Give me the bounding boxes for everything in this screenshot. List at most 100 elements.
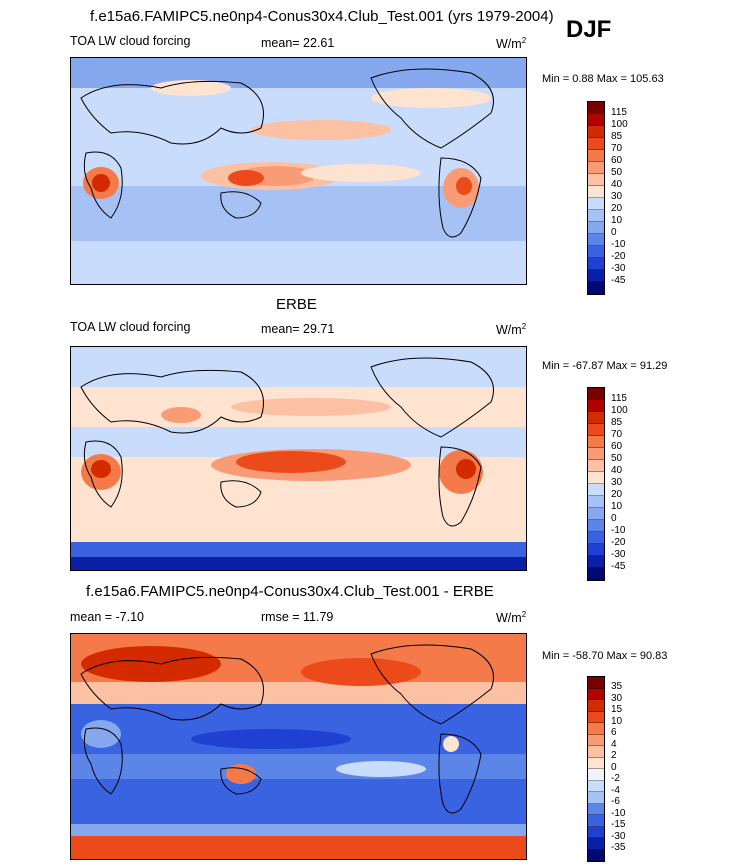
panel3-colorbar-bin bbox=[588, 757, 604, 769]
colorbar-tick-label: 10 bbox=[611, 501, 623, 512]
panel1-colorbar-bin bbox=[588, 282, 604, 294]
colorbar-tick-label: 70 bbox=[611, 429, 623, 440]
panel2-colorbar-bin bbox=[588, 448, 604, 460]
panel3-colorbar-bin bbox=[588, 711, 604, 723]
colorbar-tick-label: 85 bbox=[611, 131, 623, 142]
colorbar-tick-label: 60 bbox=[611, 155, 623, 166]
season-label: DJF bbox=[566, 16, 612, 43]
panel2-colorbar-bin bbox=[588, 388, 604, 400]
panel2-minmax: Min = -67.87 Max = 91.29 bbox=[542, 360, 668, 372]
panel1-colorbar-bin bbox=[588, 114, 604, 126]
colorbar-tick-label: 30 bbox=[611, 477, 623, 488]
panel2-colorbar-bin bbox=[588, 436, 604, 448]
colorbar-tick-label: 100 bbox=[611, 119, 628, 130]
colorbar-tick-label: 70 bbox=[611, 143, 623, 154]
panel2-units: W/m2 bbox=[496, 322, 527, 338]
panel2-field-label: TOA LW cloud forcing bbox=[70, 320, 191, 334]
panel1-colorbar-bin bbox=[588, 258, 604, 270]
panel3-colorbar-bin bbox=[588, 746, 604, 758]
panel2-colorbar-labels: 115 100 85 70 60 50 40 30 20 10 0 -10 -2… bbox=[611, 387, 651, 579]
panel1-map bbox=[70, 57, 527, 285]
panel2-colorbar-bin bbox=[588, 412, 604, 424]
panel3-colorbar-bin bbox=[588, 677, 604, 689]
panel3-colorbar-bin bbox=[588, 734, 604, 746]
panel1-colorbar-bin bbox=[588, 198, 604, 210]
panel2-colorbar-bin bbox=[588, 532, 604, 544]
panel1-colorbar-bin bbox=[588, 234, 604, 246]
panel3-colorbar-labels: 35 30 15 10 6 4 2 0 -2 -4 -6 -10 -15 -30… bbox=[611, 676, 651, 866]
panel3-colorbar-bin bbox=[588, 815, 604, 827]
colorbar-tick-label: -4 bbox=[611, 784, 620, 796]
colorbar-tick-label: 0 bbox=[611, 761, 617, 773]
colorbar-tick-label: 35 bbox=[611, 681, 623, 692]
panel2-colorbar-bin bbox=[588, 484, 604, 496]
colorbar-tick-label: -10 bbox=[611, 239, 626, 250]
panel1-colorbar-bin bbox=[588, 246, 604, 258]
panel2-map bbox=[70, 346, 527, 571]
colorbar-tick-label: 20 bbox=[611, 489, 623, 500]
panel3-colorbar bbox=[587, 676, 605, 862]
panel1-colorbar-bin bbox=[588, 162, 604, 174]
panel3-rmse: rmse = 11.79 bbox=[261, 610, 334, 624]
panel2-colorbar-bin bbox=[588, 508, 604, 520]
panel1-colorbar-bin bbox=[588, 150, 604, 162]
panel1-field-label: TOA LW cloud forcing bbox=[70, 34, 191, 48]
panel1-units: W/m2 bbox=[496, 36, 527, 52]
panel3-units: W/m2 bbox=[496, 610, 527, 626]
panel3-colorbar-bin bbox=[588, 769, 604, 781]
colorbar-tick-label: 15 bbox=[611, 704, 623, 715]
colorbar-tick-label: -30 bbox=[611, 549, 626, 560]
panel3-colorbar-bin bbox=[588, 780, 604, 792]
colorbar-tick-label: -6 bbox=[611, 796, 620, 807]
panel3-title: f.e15a6.FAMIPC5.ne0np4-Conus30x4.Club_Te… bbox=[86, 583, 494, 600]
panel1-mean: mean= 22.61 bbox=[261, 36, 335, 50]
panel1-colorbar bbox=[587, 101, 605, 295]
panel3-colorbar-bin bbox=[588, 826, 604, 838]
colorbar-tick-label: 115 bbox=[611, 107, 627, 118]
colorbar-tick-label: 50 bbox=[611, 167, 623, 178]
panel2-mean: mean= 29.71 bbox=[261, 322, 335, 336]
panel3-colorbar-bin bbox=[588, 838, 604, 850]
panel1-colorbar-labels: 115 100 85 70 60 50 40 30 20 10 0 -10 -2… bbox=[611, 101, 651, 293]
panel2-colorbar-bin bbox=[588, 400, 604, 412]
colorbar-tick-label: -30 bbox=[611, 830, 626, 842]
colorbar-tick-label: 0 bbox=[611, 227, 617, 238]
colorbar-tick-label: 60 bbox=[611, 441, 623, 452]
panel2-colorbar bbox=[587, 387, 605, 581]
panel1-colorbar-bin bbox=[588, 210, 604, 222]
colorbar-tick-label: 20 bbox=[611, 203, 623, 214]
colorbar-tick-label: -20 bbox=[611, 251, 626, 262]
panel3-colorbar-bin bbox=[588, 688, 604, 700]
panel2-map-graphic bbox=[71, 347, 526, 570]
panel2-colorbar-bin bbox=[588, 520, 604, 532]
panel3-colorbar-bin bbox=[588, 803, 604, 815]
panel3-map bbox=[70, 633, 527, 860]
panel2-colorbar-bin bbox=[588, 424, 604, 436]
panel1-minmax: Min = 0.88 Max = 105.63 bbox=[542, 73, 664, 85]
panel2-colorbar-bin bbox=[588, 568, 604, 580]
panel3-map-graphic bbox=[71, 634, 526, 859]
colorbar-tick-label: 40 bbox=[611, 465, 623, 476]
colorbar-tick-label: -20 bbox=[611, 537, 626, 548]
colorbar-tick-label: -45 bbox=[611, 561, 626, 572]
colorbar-tick-label: 30 bbox=[611, 191, 623, 202]
colorbar-tick-label: 115 bbox=[611, 393, 627, 404]
colorbar-tick-label: 10 bbox=[611, 215, 623, 226]
colorbar-tick-label: 4 bbox=[611, 738, 617, 750]
colorbar-tick-label: -45 bbox=[611, 275, 626, 286]
panel2-colorbar-bin bbox=[588, 460, 604, 472]
panel3-colorbar-bin bbox=[588, 792, 604, 804]
colorbar-tick-label: 85 bbox=[611, 417, 623, 428]
colorbar-tick-label: -35 bbox=[611, 842, 626, 853]
colorbar-tick-label: -10 bbox=[611, 525, 626, 536]
panel1-colorbar-bin bbox=[588, 174, 604, 186]
colorbar-tick-label: 40 bbox=[611, 179, 623, 190]
colorbar-tick-label: -30 bbox=[611, 263, 626, 274]
colorbar-tick-label: 100 bbox=[611, 405, 628, 416]
panel1-colorbar-bin bbox=[588, 222, 604, 234]
colorbar-tick-label: 6 bbox=[611, 727, 617, 738]
panel1-colorbar-bin bbox=[588, 270, 604, 282]
panel1-map-graphic bbox=[71, 58, 526, 284]
colorbar-tick-label: 2 bbox=[611, 750, 617, 761]
panel1-colorbar-bin bbox=[588, 138, 604, 150]
